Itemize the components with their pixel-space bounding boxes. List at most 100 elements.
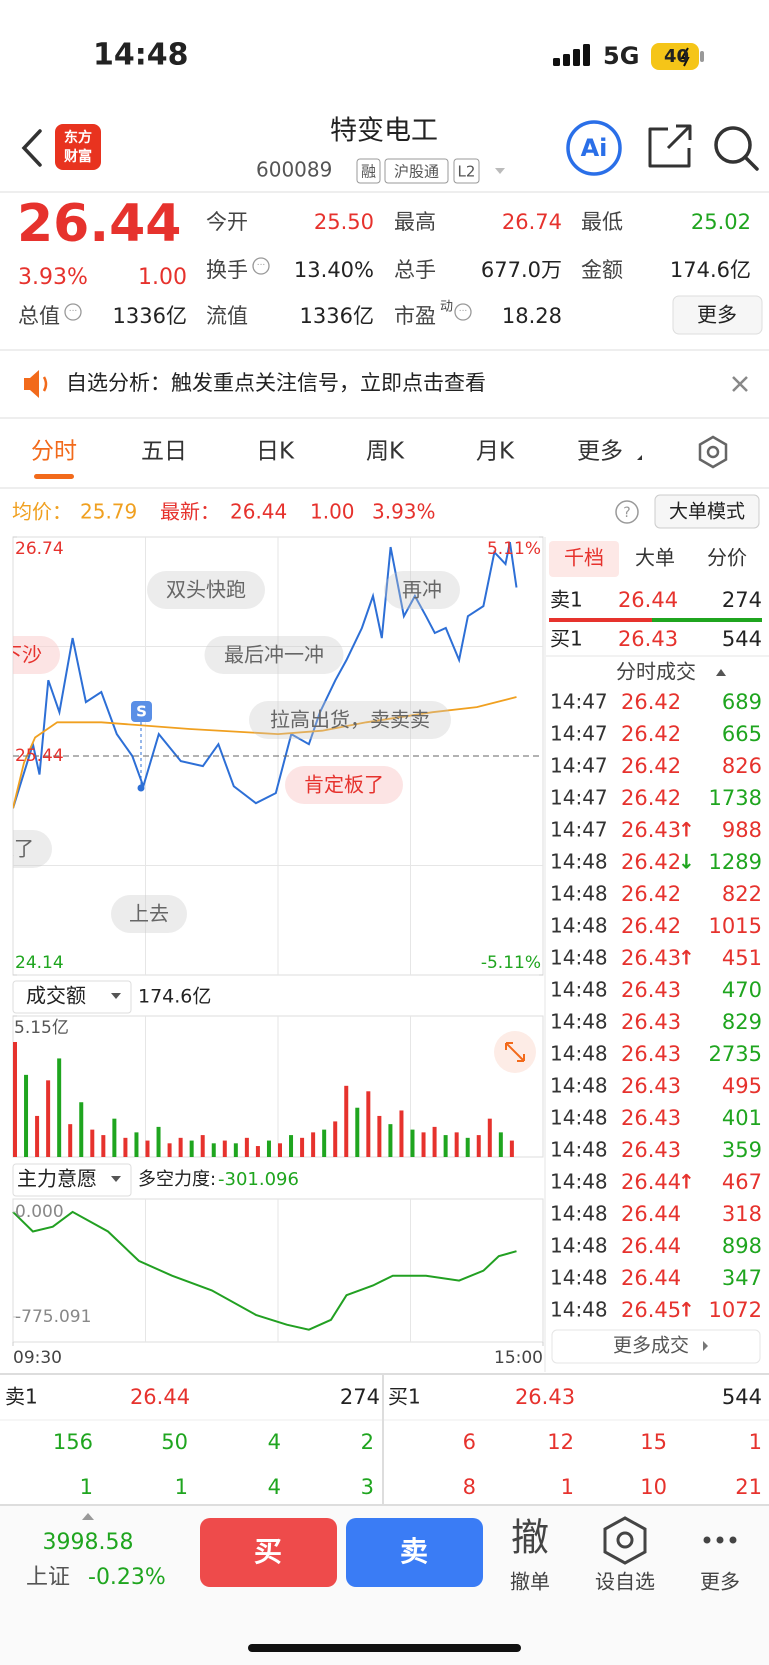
dropdown[interactable] [12, 1163, 132, 1197]
y-tick-label: -775.091 [15, 1307, 91, 1327]
tag [384, 158, 449, 184]
trade-volume: 1015 [709, 914, 762, 938]
close-button[interactable] [732, 376, 748, 392]
volume-bar [278, 1143, 282, 1157]
annotation: 拉高出货，卖卖卖 [270, 708, 430, 732]
buy-label[interactable]: 买 [254, 1535, 282, 1568]
volume-bar [178, 1137, 183, 1157]
dropdown[interactable] [12, 980, 132, 1014]
watch-icon[interactable] [603, 1516, 647, 1565]
tag [356, 158, 381, 184]
sort-arrow [716, 669, 726, 676]
volume-bar [355, 1107, 360, 1157]
annotation-bubble [249, 701, 451, 739]
book-price: 26.43 [618, 627, 678, 651]
trade-time: 14:48 [550, 1266, 608, 1290]
volume-bar [46, 1080, 51, 1157]
dropdown-arrow [495, 168, 505, 174]
buy-button[interactable] [200, 1518, 337, 1587]
metric-value: -301.096 [218, 1169, 299, 1190]
more-icon[interactable] [703, 1536, 737, 1544]
volume-bar [156, 1126, 161, 1157]
ai-button[interactable] [566, 120, 622, 176]
volume-bar [112, 1118, 117, 1157]
summary-item: 均价： [12, 500, 72, 524]
volume-bar [222, 1140, 227, 1157]
cancel-label[interactable]: 撤单 [510, 1570, 550, 1594]
volume-bar [289, 1135, 294, 1157]
ai-label[interactable]: Ai [581, 134, 608, 162]
sell-label[interactable]: 卖 [400, 1535, 428, 1568]
info-dots: ··· [257, 261, 266, 271]
more-trades-button[interactable] [551, 1329, 761, 1364]
tab[interactable]: 更多 [577, 439, 623, 465]
trade-price: 26.43 [621, 1010, 681, 1034]
field-label: 金额 [581, 258, 623, 282]
sell-button[interactable] [346, 1518, 483, 1587]
volume-bar [465, 1137, 470, 1157]
notice-text[interactable]: 自选分析：触发重点关注信号，立即点击查看 [66, 371, 486, 395]
battery-cap [700, 51, 704, 62]
search-button[interactable] [714, 126, 759, 171]
dropdown-label[interactable]: 成交额 [26, 984, 86, 1008]
trade-volume: 470 [722, 978, 762, 1002]
tab[interactable]: 周K [366, 439, 405, 465]
bolt-icon [680, 47, 690, 67]
help-icon[interactable] [615, 500, 639, 524]
field-value: 1336亿 [300, 304, 374, 328]
book-price: 26.43 [515, 1385, 575, 1409]
mode-button[interactable] [654, 494, 760, 529]
bid-bar [652, 618, 762, 622]
trade-time: 14:48 [550, 850, 608, 874]
panel-tab[interactable]: 千档 [564, 546, 604, 570]
tag [453, 158, 480, 184]
more-trades[interactable]: 更多成交 [613, 1335, 689, 1357]
volume-bar [35, 1115, 40, 1157]
book-depth: 8 [463, 1475, 476, 1499]
trade-price: 26.42 [621, 786, 681, 810]
panel-tab[interactable]: 大单 [635, 546, 675, 570]
more-label[interactable]: 更多 [700, 1570, 740, 1594]
tab[interactable]: 日K [256, 439, 295, 465]
dropdown-label[interactable]: 主力意愿 [17, 1167, 97, 1191]
volume-bar [79, 1102, 84, 1157]
change: 1.00 [138, 265, 187, 290]
volume-bar [388, 1124, 393, 1157]
info-icon [454, 303, 472, 321]
tag: 沪股通 [394, 163, 439, 181]
settings-button[interactable] [698, 435, 728, 469]
more-button[interactable] [672, 295, 763, 335]
annotation-bubble [147, 571, 265, 609]
trade-volume: 318 [722, 1202, 762, 1226]
trade-volume: 401 [722, 1106, 762, 1130]
share-button[interactable] [648, 124, 692, 168]
stock-code: 600089 [256, 158, 332, 182]
mode-label[interactable]: 大单模式 [669, 501, 745, 523]
tab[interactable]: 分时 [31, 439, 77, 465]
series-line [12, 1210, 517, 1331]
y-tick-label: 24.14 [15, 953, 64, 973]
cancel-icon[interactable]: 撤 [511, 1516, 549, 1560]
volume-bar [134, 1132, 139, 1157]
panel-tab[interactable]: 分价 [707, 546, 747, 570]
field-label: 流值 [206, 304, 248, 328]
trade-volume: 826 [722, 754, 762, 778]
back-button[interactable] [21, 129, 42, 167]
watch-label[interactable]: 设自选 [595, 1570, 655, 1594]
more-label[interactable]: 更多 [697, 303, 737, 327]
divider [0, 349, 769, 351]
tab[interactable]: 五日 [141, 439, 187, 465]
volume-bar [167, 1143, 172, 1157]
trade-time: 14:48 [550, 1298, 608, 1322]
trade-volume: 665 [722, 722, 762, 746]
marker-badge [131, 701, 152, 722]
trade-volume: 1289 [709, 850, 762, 874]
x-tick-label: 09:30 [13, 1348, 62, 1368]
book-depth: 1 [80, 1475, 93, 1499]
trade-time: 14:48 [550, 1138, 608, 1162]
field-value: 25.50 [314, 210, 374, 234]
trade-price: 26.42 [621, 722, 681, 746]
tab[interactable]: 月K [476, 439, 515, 465]
